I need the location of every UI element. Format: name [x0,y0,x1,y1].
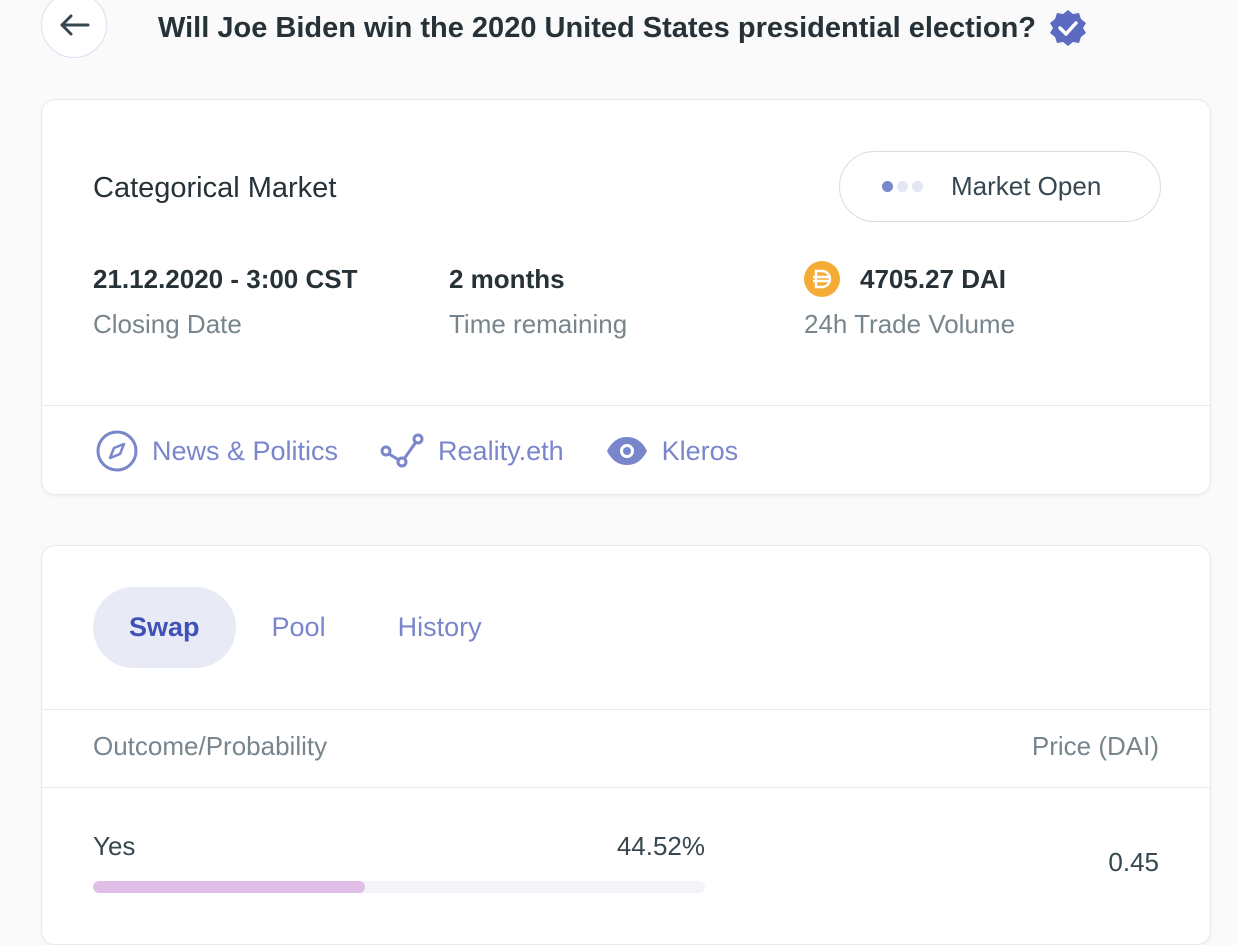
compass-icon [96,430,138,472]
arbitrator-link[interactable]: Kleros [606,435,739,467]
status-dots-icon [882,181,923,192]
page-title: Will Joe Biden win the 2020 United State… [158,8,1088,48]
tab-pool[interactable]: Pool [271,612,326,642]
category-link[interactable]: News & Politics [96,430,338,472]
outcome-name: Yes [93,831,136,861]
time-remaining-label: Time remaining [449,309,628,339]
time-remaining: 2 months Time remaining [449,263,627,340]
closing-date-label: Closing Date [93,309,242,339]
market-links: News & Politics Reality.eth Kleros [96,430,780,472]
dai-coin-icon [804,261,840,297]
header: Will Joe Biden win the 2020 United State… [0,0,1238,60]
divider [42,709,1210,710]
eye-icon [606,437,647,465]
outcome-probability: 44.52% [616,831,705,861]
tab-history[interactable]: History [397,612,482,642]
market-question: Will Joe Biden win the 2020 United State… [158,11,1037,44]
probability-bar [93,881,705,893]
divider [42,405,1210,406]
trade-card: Swap Pool History Outcome/Probability Pr… [41,545,1211,945]
table-header: Outcome/Probability Price (DAI) [93,731,1159,762]
outcome-price: 0.45 [1108,847,1159,877]
oracle-label: Reality.eth [438,435,564,466]
closing-date: 21.12.2020 - 3:00 CST Closing Date [93,263,358,340]
trade-volume-value: 4705.27 DAI [860,263,1006,294]
divider [42,787,1210,788]
closing-date-value: 21.12.2020 - 3:00 CST [93,263,358,294]
probability-bar-fill [93,881,366,893]
category-label: News & Politics [152,435,339,466]
arbitrator-label: Kleros [661,435,739,466]
back-button[interactable] [41,0,107,58]
verified-badge-icon [1050,10,1087,46]
arrow-left-icon [60,14,90,36]
oracle-link[interactable]: Reality.eth [380,433,564,469]
market-type: Categorical Market [93,172,337,204]
market-info-card: Categorical Market Market Open 21.12.202… [41,99,1211,495]
tabs: Swap Pool History [93,587,518,668]
header-outcome: Outcome/Probability [93,731,328,761]
trade-volume: 4705.27 DAI 24h Trade Volume [804,261,1016,340]
nodes-icon [380,433,424,468]
time-remaining-value: 2 months [449,263,565,294]
trade-volume-label: 24h Trade Volume [804,309,1016,339]
status-text: Market Open [951,171,1102,201]
market-status-badge: Market Open [839,151,1161,222]
header-price: Price (DAI) [1031,731,1159,761]
tab-swap[interactable]: Swap [93,587,236,668]
